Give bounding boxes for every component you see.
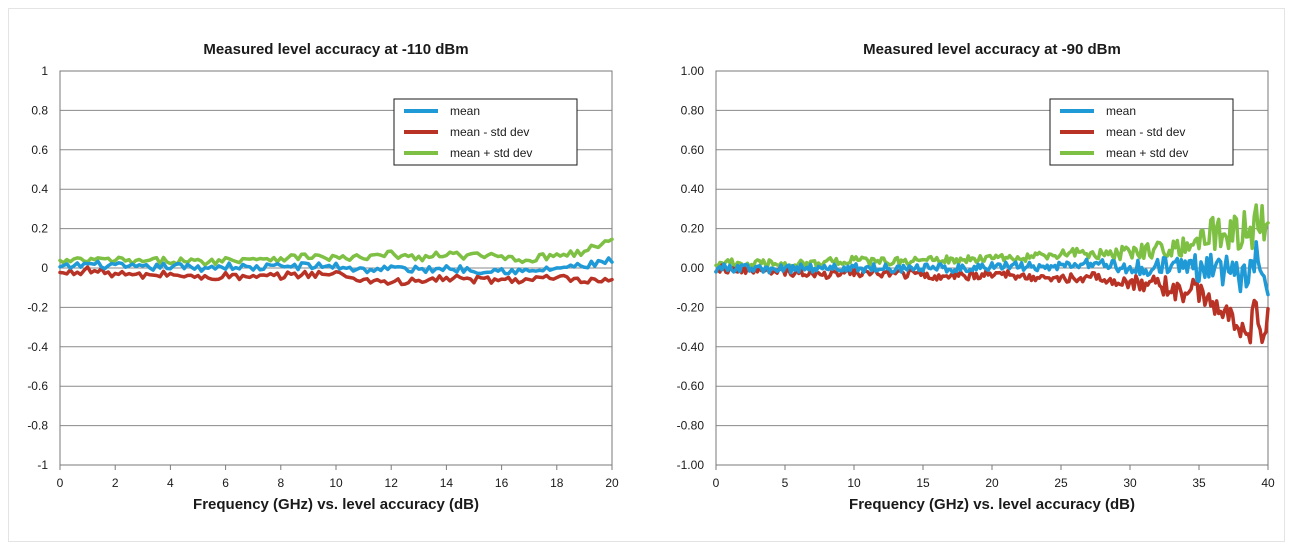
x-tick-label: 0	[713, 476, 720, 490]
chart-1: Measured level accuracy at -110 dBm -1 -0.…	[27, 41, 619, 513]
x-tick-label: 18	[550, 476, 564, 490]
y-tick-label: 0.8	[31, 103, 48, 117]
x-tick-label: 10	[847, 476, 861, 490]
page-frame	[8, 8, 1285, 542]
y-tick-label: 1	[41, 64, 48, 78]
x-tick-label: 20	[985, 476, 999, 490]
y-tick-label: 0.4	[31, 182, 48, 196]
chart-title: Measured level accuracy at -110 dBm	[203, 41, 468, 58]
y-tick-label: 0.00	[681, 261, 705, 275]
y-tick-label: -0.60	[677, 379, 705, 393]
y-tick-label: -1.00	[677, 458, 705, 472]
x-tick-label: 2	[112, 476, 119, 490]
y-tick-label: -0.8	[27, 419, 48, 433]
y-tick-label: -1	[37, 458, 48, 472]
y-tick-label: 0.20	[681, 222, 705, 236]
x-axis-label: Frequency (GHz) vs. level accuracy (dB)	[849, 496, 1135, 513]
y-tick-label: -0.40	[677, 340, 705, 354]
legend-label: mean + std dev	[1106, 146, 1188, 160]
y-tick-label: 1.00	[681, 64, 705, 78]
x-tick-label: 6	[222, 476, 229, 490]
y-tick-label: 0.60	[681, 143, 705, 157]
legend-label: mean - std dev	[450, 125, 529, 139]
series-line-0	[58, 256, 614, 276]
y-tick-label: -0.6	[27, 379, 48, 393]
series-line-0	[714, 240, 1270, 297]
x-tick-label: 0	[57, 476, 64, 490]
legend-label: mean	[1106, 104, 1136, 118]
x-tick-label: 30	[1123, 476, 1137, 490]
x-tick-label: 15	[916, 476, 930, 490]
x-tick-label: 8	[277, 476, 284, 490]
legend-label: mean	[450, 104, 480, 118]
y-tick-label: -0.2	[27, 300, 48, 314]
x-tick-label: 5	[782, 476, 789, 490]
x-tick-label: 16	[495, 476, 509, 490]
x-tick-label: 10	[329, 476, 343, 490]
series-line-1	[58, 265, 614, 287]
series-line-1	[714, 263, 1270, 345]
y-tick-label: -0.80	[677, 419, 705, 433]
y-tick-label: 0	[41, 261, 48, 275]
chart-title: Measured level accuracy at -90 dBm	[863, 41, 1121, 58]
x-tick-label: 14	[440, 476, 454, 490]
x-axis-label: Frequency (GHz) vs. level accuracy (dB)	[193, 496, 479, 513]
series-line-2	[58, 237, 614, 267]
y-tick-label: -0.20	[677, 300, 705, 314]
x-tick-label: 35	[1192, 476, 1206, 490]
x-tick-label: 4	[167, 476, 174, 490]
series-line-2	[714, 203, 1270, 270]
y-tick-label: 0.6	[31, 143, 48, 157]
legend-label: mean - std dev	[1106, 125, 1185, 139]
x-tick-label: 12	[385, 476, 399, 490]
x-tick-label: 20	[605, 476, 619, 490]
y-tick-label: 0.40	[681, 182, 705, 196]
y-tick-label: -0.4	[27, 340, 48, 354]
y-tick-label: 0.80	[681, 103, 705, 117]
chart-2: Measured level accuracy at -90 dBm -1.00 -…	[677, 41, 1275, 513]
y-tick-label: 0.2	[31, 222, 48, 236]
x-tick-label: 40	[1261, 476, 1275, 490]
x-tick-label: 25	[1054, 476, 1068, 490]
legend-label: mean + std dev	[450, 146, 532, 160]
